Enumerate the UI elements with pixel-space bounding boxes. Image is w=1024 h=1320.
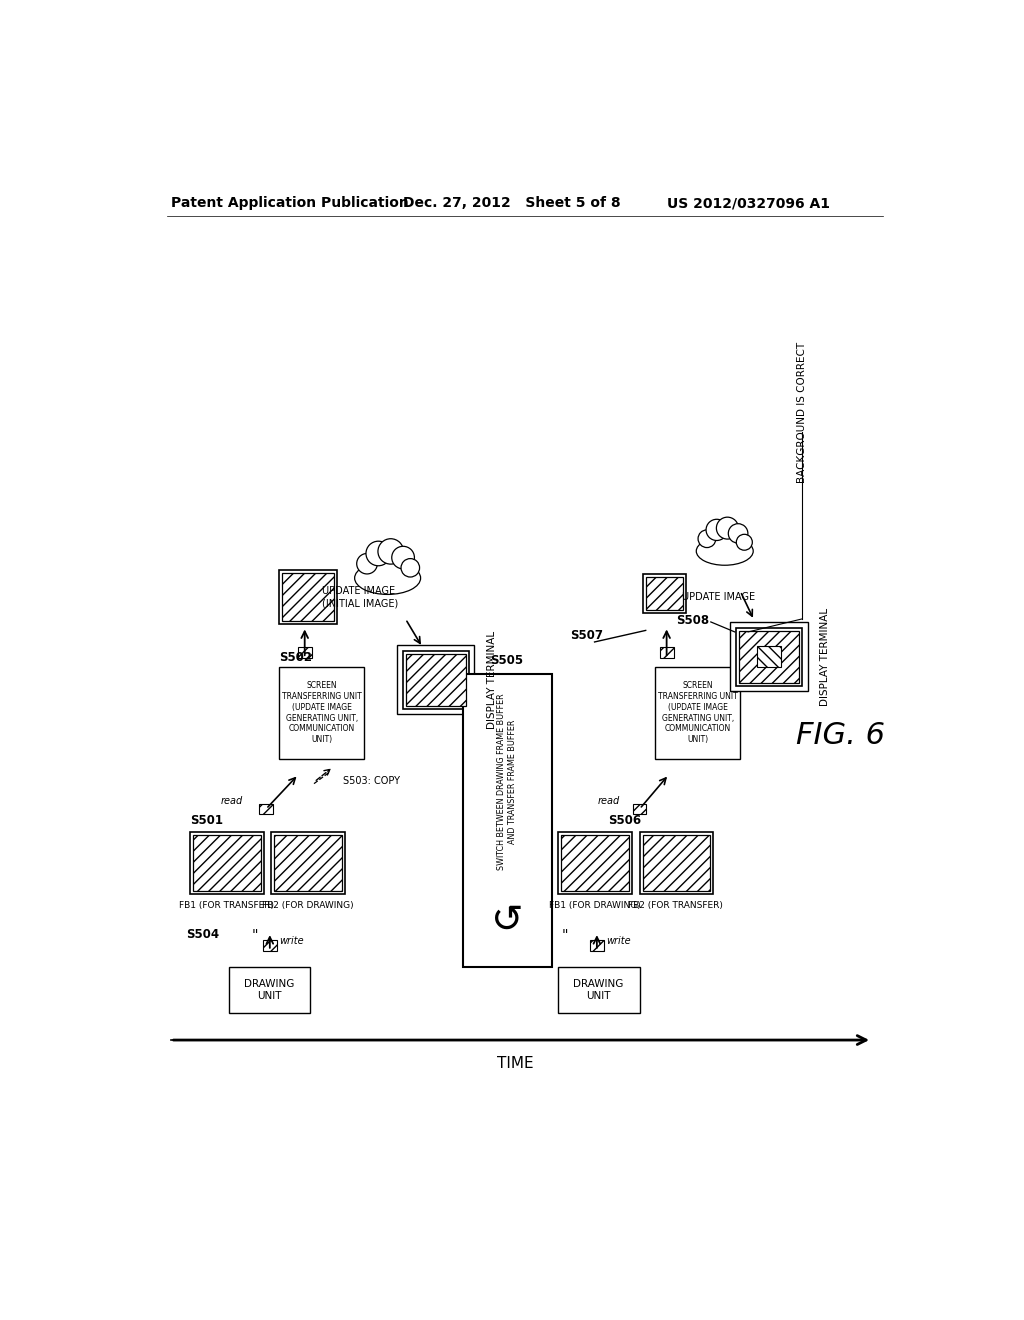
- Bar: [590, 940, 604, 950]
- Text: FIG. 6: FIG. 6: [797, 722, 886, 750]
- Text: FB1 (FOR DRAWING): FB1 (FOR DRAWING): [549, 902, 640, 911]
- Bar: [659, 647, 674, 659]
- Circle shape: [356, 553, 377, 574]
- Bar: [633, 804, 646, 814]
- Bar: [655, 667, 740, 759]
- Bar: [558, 832, 632, 894]
- Text: UPDATE IMAGE: UPDATE IMAGE: [682, 593, 756, 602]
- Circle shape: [698, 529, 716, 548]
- Bar: [280, 570, 337, 624]
- Text: DRAWING
UNIT: DRAWING UNIT: [244, 979, 294, 1001]
- Circle shape: [728, 524, 748, 543]
- Text: read: read: [220, 796, 243, 807]
- Text: Dec. 27, 2012   Sheet 5 of 8: Dec. 27, 2012 Sheet 5 of 8: [403, 197, 621, 210]
- Text: S508: S508: [676, 614, 710, 627]
- Bar: [403, 651, 469, 709]
- Text: S503: COPY: S503: COPY: [343, 776, 400, 785]
- Bar: [263, 940, 276, 950]
- Bar: [730, 622, 808, 692]
- Bar: [558, 966, 640, 1014]
- Circle shape: [401, 558, 420, 577]
- Circle shape: [378, 539, 403, 564]
- Bar: [280, 667, 365, 759]
- Bar: [640, 832, 713, 894]
- Ellipse shape: [696, 537, 754, 565]
- Circle shape: [707, 519, 727, 540]
- Bar: [274, 836, 342, 891]
- Bar: [298, 647, 311, 659]
- Text: DISPLAY TERMINAL: DISPLAY TERMINAL: [487, 631, 498, 729]
- Text: S507: S507: [569, 630, 603, 643]
- Text: FB1 (FOR TRANSFER): FB1 (FOR TRANSFER): [179, 902, 274, 911]
- Text: S501: S501: [190, 814, 223, 828]
- Text: S502: S502: [280, 651, 312, 664]
- Bar: [259, 804, 273, 814]
- Bar: [739, 631, 799, 682]
- Bar: [643, 836, 710, 891]
- Text: S504: S504: [186, 928, 219, 941]
- Text: DISPLAY TERMINAL: DISPLAY TERMINAL: [820, 607, 830, 706]
- Text: S505: S505: [490, 653, 523, 667]
- Circle shape: [717, 517, 738, 539]
- Text: Patent Application Publication: Patent Application Publication: [171, 197, 409, 210]
- Bar: [643, 574, 686, 612]
- Text: BACKGROUND IS CORRECT: BACKGROUND IS CORRECT: [798, 342, 807, 483]
- Text: ↺: ↺: [490, 902, 523, 940]
- Bar: [463, 675, 552, 966]
- Text: SWITCH BETWEEN DRAWING FRAME BUFFER
AND TRANSFER FRAME BUFFER: SWITCH BETWEEN DRAWING FRAME BUFFER AND …: [497, 694, 517, 870]
- Text: ": ": [562, 928, 568, 941]
- Bar: [646, 577, 683, 610]
- Bar: [194, 836, 260, 891]
- Bar: [283, 573, 334, 622]
- Text: TIME: TIME: [498, 1056, 534, 1071]
- Bar: [561, 836, 629, 891]
- Ellipse shape: [354, 562, 421, 594]
- Circle shape: [366, 541, 391, 566]
- Bar: [190, 832, 263, 894]
- Text: DRAWING
UNIT: DRAWING UNIT: [573, 979, 624, 1001]
- Text: write: write: [280, 936, 304, 946]
- Text: write: write: [606, 936, 631, 946]
- Bar: [271, 832, 345, 894]
- Bar: [228, 966, 310, 1014]
- Text: S506: S506: [608, 814, 642, 828]
- Text: SCREEN
TRANSFERRING UNIT
(UPDATE IMAGE
GENERATING UNIT,
COMMUNICATION
UNIT): SCREEN TRANSFERRING UNIT (UPDATE IMAGE G…: [282, 681, 361, 744]
- Text: FB2 (FOR DRAWING): FB2 (FOR DRAWING): [262, 902, 353, 911]
- Text: FB2 (FOR TRANSFER): FB2 (FOR TRANSFER): [629, 902, 723, 911]
- Text: UPDATE IMAGE
(INITIAL IMAGE): UPDATE IMAGE (INITIAL IMAGE): [322, 586, 398, 609]
- Text: ": ": [252, 928, 258, 941]
- Text: SCREEN
TRANSFERRING UNIT
(UPDATE IMAGE
GENERATING UNIT,
COMMUNICATION
UNIT): SCREEN TRANSFERRING UNIT (UPDATE IMAGE G…: [657, 681, 737, 744]
- Circle shape: [736, 535, 753, 550]
- Bar: [757, 645, 781, 668]
- Circle shape: [392, 546, 415, 569]
- Text: US 2012/0327096 A1: US 2012/0327096 A1: [667, 197, 829, 210]
- Bar: [407, 655, 466, 706]
- Bar: [397, 645, 474, 714]
- Text: read: read: [598, 796, 621, 807]
- Bar: [736, 628, 802, 686]
